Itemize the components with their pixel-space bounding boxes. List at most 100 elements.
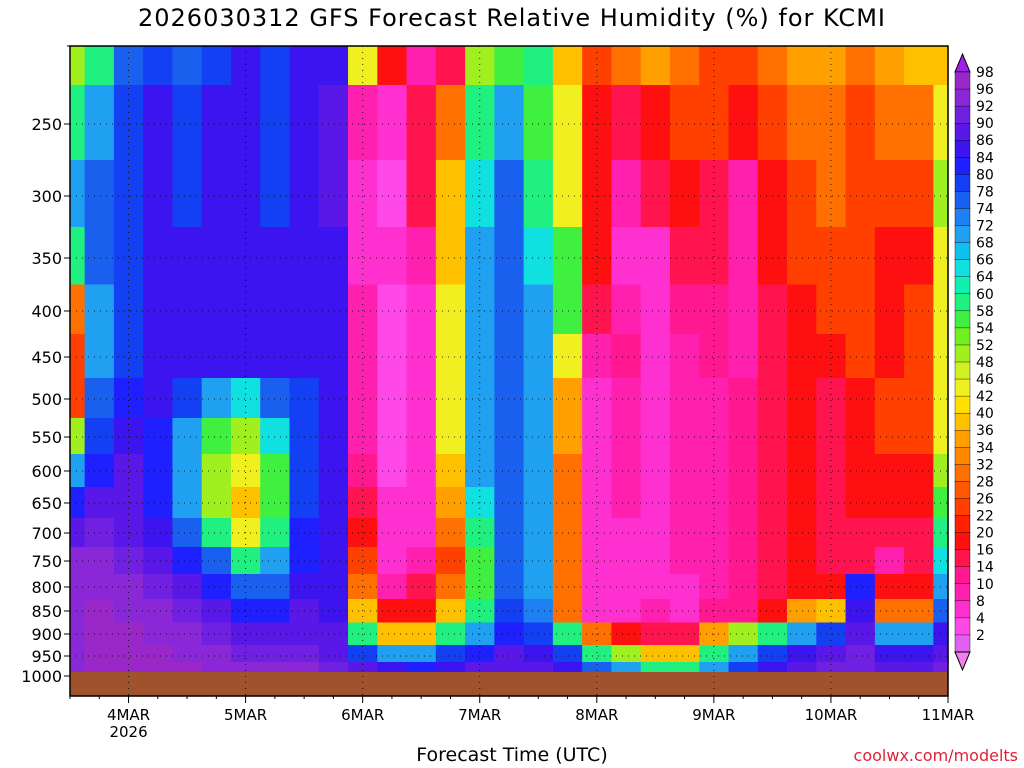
heatmap-cell	[640, 284, 671, 335]
heatmap-cell	[523, 46, 554, 86]
heatmap-cell	[318, 547, 349, 575]
colorbar-swatch	[954, 259, 971, 278]
heatmap-cell	[377, 378, 408, 419]
heatmap-cell	[787, 547, 817, 575]
heatmap-cell	[465, 46, 495, 86]
y-tick-label: 550	[31, 428, 62, 447]
heatmap-cell	[143, 518, 174, 548]
heatmap-cell	[933, 85, 949, 161]
heatmap-cell	[787, 378, 817, 419]
heatmap-cell	[699, 378, 730, 419]
heatmap-cell	[552, 227, 583, 286]
y-tick-label: 750	[31, 552, 62, 571]
heatmap-cell	[874, 454, 905, 488]
colorbar-label: 90	[976, 116, 994, 132]
heatmap-cell	[70, 378, 86, 419]
heatmap-cell	[201, 418, 232, 455]
heatmap-cell	[377, 85, 408, 161]
heatmap-cell	[435, 574, 466, 600]
heatmap-cell	[84, 454, 115, 488]
x-tick-label: 6MAR	[341, 706, 384, 724]
heatmap-cell	[845, 645, 876, 663]
colorbar-label: 22	[976, 509, 994, 525]
colorbar-label: 52	[976, 338, 994, 354]
heatmap-cell	[728, 227, 759, 286]
heatmap-cell	[845, 85, 876, 161]
heatmap-cell	[699, 160, 730, 228]
heatmap-cell	[406, 284, 437, 335]
heatmap-cell	[260, 574, 291, 600]
heatmap-cell	[523, 334, 554, 379]
heatmap-cell	[933, 645, 949, 663]
heatmap-cell	[348, 160, 378, 228]
heatmap-cell	[904, 622, 934, 646]
heatmap-cell	[70, 46, 86, 86]
y-tick-label: 850	[31, 602, 62, 621]
heatmap-cell	[816, 645, 847, 663]
heatmap-cell	[84, 227, 115, 286]
heatmap-cell	[201, 645, 232, 663]
heatmap-cell	[699, 46, 730, 86]
heatmap-cell	[260, 85, 291, 161]
heatmap-cell	[318, 284, 349, 335]
heatmap-cell	[757, 418, 788, 455]
heatmap-cell	[494, 284, 525, 335]
x-tick-label: 11MAR	[922, 706, 975, 724]
heatmap-cell	[816, 46, 847, 86]
heatmap-cell	[611, 454, 642, 488]
heatmap-cell	[874, 487, 905, 519]
ground-fill	[70, 672, 948, 696]
heatmap-cell	[377, 518, 408, 548]
heatmap-cell	[494, 622, 525, 646]
heatmap-cell	[787, 160, 817, 228]
colorbar-swatch	[954, 600, 971, 619]
colorbar-swatch	[954, 208, 971, 227]
heatmap-cell	[435, 518, 466, 548]
heatmap-cell	[143, 547, 174, 575]
heatmap-cell	[230, 334, 261, 379]
heatmap-cell	[318, 518, 349, 548]
heatmap-cell	[640, 518, 671, 548]
heatmap-cell	[70, 418, 86, 455]
heatmap-cell	[904, 547, 934, 575]
colorbar-label: 10	[976, 577, 994, 593]
heatmap-cell	[201, 518, 232, 548]
colorbar-swatch	[954, 361, 971, 380]
heatmap-cell	[348, 334, 378, 379]
colorbar-label: 60	[976, 287, 994, 303]
heatmap-cell	[84, 574, 115, 600]
heatmap-cell	[435, 160, 466, 228]
source-credit[interactable]: coolwx.com/modelts	[853, 746, 1018, 765]
heatmap-cell	[582, 599, 613, 624]
heatmap-cell	[640, 418, 671, 455]
colorbar-label: 86	[976, 133, 994, 149]
heatmap-cell	[201, 227, 232, 286]
chart-title: 2026030312 GFS Forecast Relative Humidit…	[138, 4, 886, 32]
x-tick-label: 4MAR	[107, 706, 150, 724]
heatmap-cell	[143, 334, 174, 379]
colorbar-label: 36	[976, 423, 994, 439]
heatmap-cell	[318, 622, 349, 646]
colorbar-swatch	[954, 71, 971, 90]
heatmap-cell	[84, 487, 115, 519]
heatmap-cell	[757, 85, 788, 161]
heatmap-cell	[318, 378, 349, 419]
heatmap-cell	[406, 599, 437, 624]
heatmap-cell	[260, 284, 291, 335]
heatmap-cell	[406, 622, 437, 646]
heatmap-cell	[728, 46, 759, 86]
heatmap-cell	[845, 284, 876, 335]
heatmap-cell	[70, 227, 86, 286]
heatmap-cell	[523, 284, 554, 335]
colorbar-label: 58	[976, 304, 994, 320]
heatmap-cell	[933, 334, 949, 379]
heatmap-cell	[552, 518, 583, 548]
heatmap-cell	[260, 599, 291, 624]
heatmap-cell	[669, 378, 700, 419]
heatmap-cell	[933, 46, 949, 86]
heatmap-cell	[70, 284, 86, 335]
heatmap-cell	[201, 46, 232, 86]
heatmap-cell	[84, 518, 115, 548]
heatmap-cell	[260, 334, 291, 379]
heatmap-cell	[172, 227, 203, 286]
